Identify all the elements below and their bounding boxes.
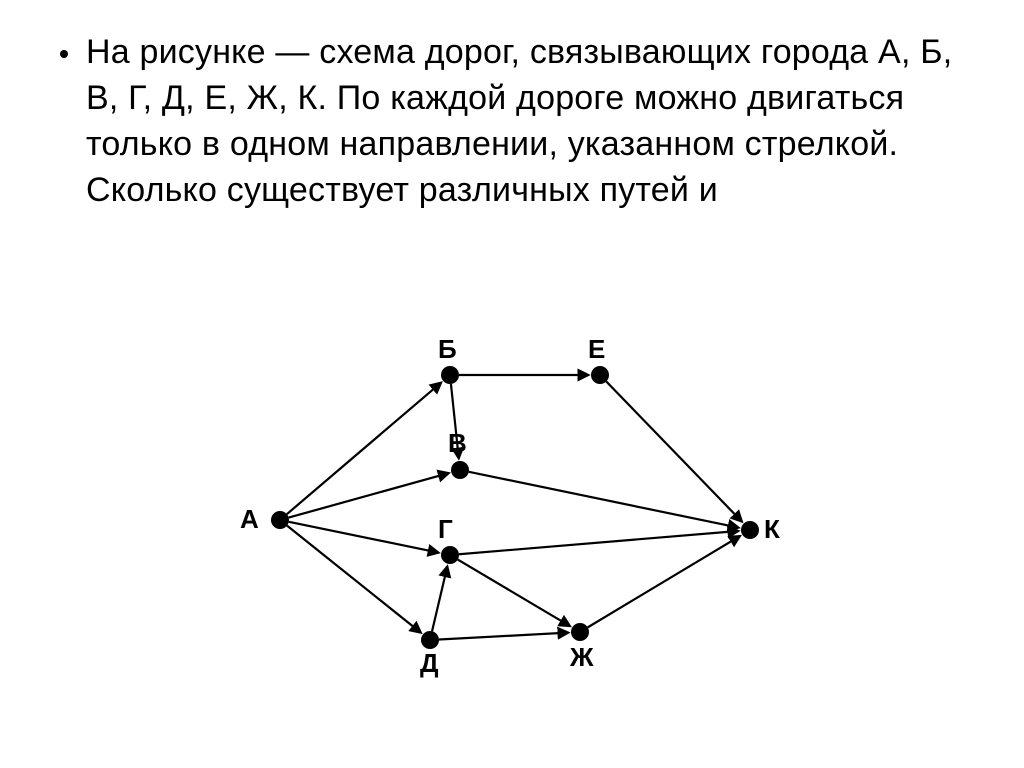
edge-E-K xyxy=(606,381,741,521)
node-label-K: К xyxy=(764,514,780,544)
node-Zh xyxy=(571,623,589,641)
bullet-row: На рисунке — схема дорог, связывающих го… xyxy=(60,30,964,214)
node-label-V: В xyxy=(448,428,467,458)
node-label-G: Г xyxy=(438,514,453,544)
node-label-E: Е xyxy=(588,334,605,364)
node-label-B: Б xyxy=(438,334,457,364)
node-label-Zh: Ж xyxy=(569,642,594,672)
edge-A-B xyxy=(287,383,441,514)
node-K xyxy=(741,521,759,539)
bullet-marker xyxy=(60,50,68,58)
node-V xyxy=(451,461,469,479)
edge-D-Zh xyxy=(439,633,568,640)
roads-graph: А Б В Г Д Е Ж К xyxy=(230,320,790,700)
edge-A-V xyxy=(289,473,449,517)
node-G xyxy=(441,546,459,564)
node-E xyxy=(591,366,609,384)
graph-svg: А Б В Г Д Е Ж К xyxy=(230,320,790,700)
node-A xyxy=(271,511,289,529)
node-B xyxy=(441,366,459,384)
problem-text: На рисунке — схема дорог, связывающих го… xyxy=(86,30,964,214)
edge-V-K xyxy=(469,472,738,528)
slide: На рисунке — схема дорог, связывающих го… xyxy=(0,0,1024,768)
edge-Zh-K xyxy=(588,536,740,627)
edge-G-K xyxy=(459,531,738,554)
node-label-D: Д xyxy=(420,648,439,678)
edge-A-D xyxy=(287,526,421,633)
edge-A-G xyxy=(289,522,438,553)
node-D xyxy=(421,631,439,649)
edge-D-G xyxy=(432,567,447,632)
node-label-A: А xyxy=(240,504,259,534)
edge-G-Zh xyxy=(458,560,570,626)
